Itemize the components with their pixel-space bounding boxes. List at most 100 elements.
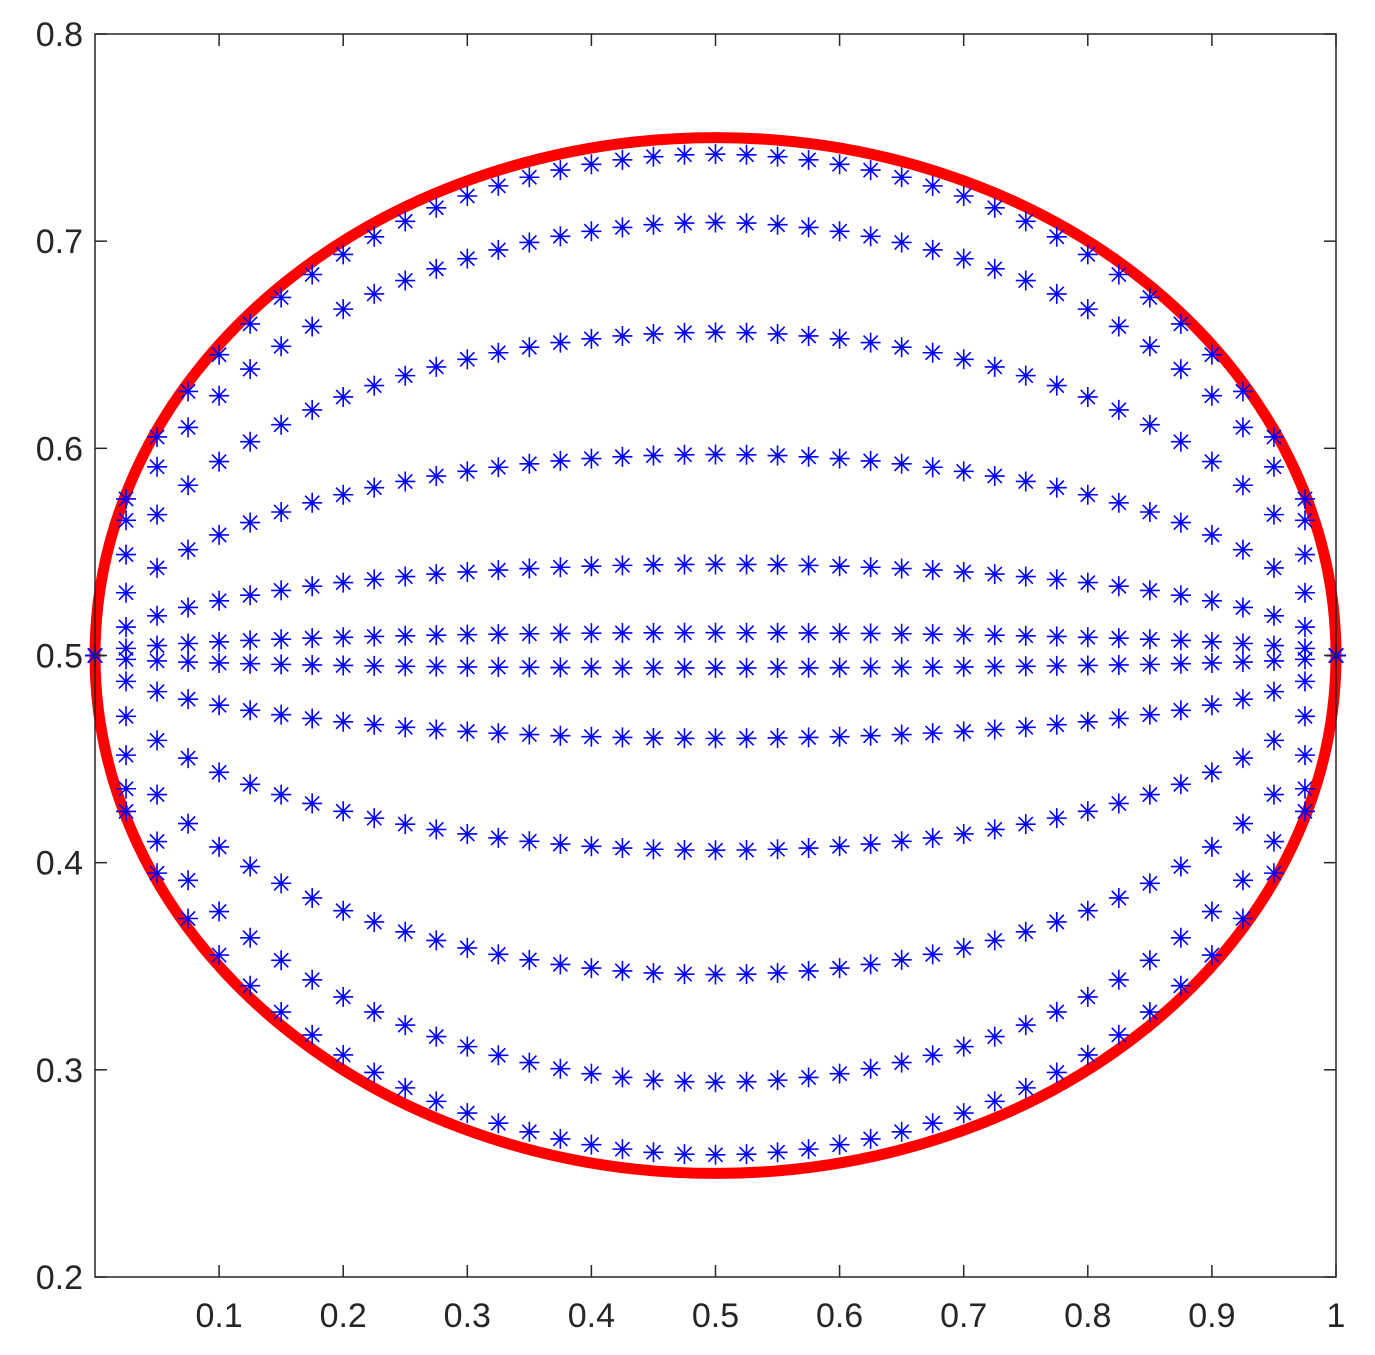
data-point: [1294, 488, 1315, 509]
data-point: [1077, 386, 1098, 407]
data-point: [798, 446, 819, 467]
data-point: [271, 414, 292, 435]
data-point: [209, 901, 230, 922]
data-point: [488, 827, 509, 848]
data-point: [178, 689, 199, 710]
data-point: [736, 622, 757, 643]
data-point: [736, 657, 757, 678]
data-point: [984, 656, 1005, 677]
data-point: [581, 448, 602, 469]
data-point: [457, 186, 478, 207]
data-point: [984, 258, 1005, 279]
x-tick-label: 0.5: [692, 1297, 739, 1335]
data-point: [1046, 283, 1067, 304]
data-point: [240, 431, 261, 452]
data-point: [488, 657, 509, 678]
data-point: [178, 539, 199, 560]
data-point: [1077, 244, 1098, 265]
data-point: [333, 299, 354, 320]
data-point: [1015, 921, 1036, 942]
data-point: [581, 657, 602, 678]
data-point: [860, 1128, 881, 1149]
data-point: [488, 239, 509, 260]
data-point: [829, 1063, 850, 1084]
data-point: [147, 456, 168, 477]
data-point: [1139, 1002, 1160, 1023]
data-point: [364, 283, 385, 304]
data-point: [1077, 801, 1098, 822]
data-point: [860, 623, 881, 644]
data-point: [643, 657, 664, 678]
data-point: [147, 504, 168, 525]
data-point: [829, 836, 850, 857]
data-point: [643, 962, 664, 983]
data-point: [984, 564, 1005, 585]
data-point: [147, 557, 168, 578]
data-point: [1015, 211, 1036, 232]
curve-3: [85, 322, 1346, 666]
curve-4: [85, 444, 1346, 666]
data-point: [488, 457, 509, 478]
data-point: [426, 564, 447, 585]
data-point: [953, 461, 974, 482]
data-point: [457, 656, 478, 677]
data-point: [1201, 631, 1222, 652]
data-point: [1294, 778, 1315, 799]
data-point: [178, 381, 199, 402]
y-tick-label: 0.3: [36, 1052, 83, 1090]
data-point: [333, 900, 354, 921]
data-point: [116, 510, 137, 531]
data-point: [1015, 270, 1036, 291]
data-point: [922, 657, 943, 678]
data-point: [984, 819, 1005, 840]
data-point: [271, 950, 292, 971]
x-tick-label: 0.2: [320, 1297, 367, 1335]
data-point: [674, 1144, 695, 1165]
data-point: [209, 590, 230, 611]
data-point: [240, 630, 261, 651]
data-point: [1108, 492, 1129, 513]
data-point: [209, 652, 230, 673]
data-point: [457, 349, 478, 370]
data-point: [1201, 695, 1222, 716]
data-point: [302, 969, 323, 990]
data-point: [1015, 814, 1036, 835]
data-point: [984, 719, 1005, 740]
data-point: [705, 322, 726, 343]
data-point: [674, 657, 695, 678]
data-point: [302, 654, 323, 675]
data-point: [891, 1052, 912, 1073]
data-point: [767, 657, 788, 678]
data-point: [1201, 901, 1222, 922]
data-point: [891, 623, 912, 644]
data-point: [271, 873, 292, 894]
data-point: [550, 332, 571, 353]
data-point: [116, 488, 137, 509]
data-point: [1263, 605, 1284, 626]
data-point: [922, 175, 943, 196]
data-point: [147, 730, 168, 751]
data-point: [1046, 808, 1067, 829]
data-point: [302, 316, 323, 337]
data-point: [1108, 264, 1129, 285]
data-point: [1108, 399, 1129, 420]
data-point: [829, 1134, 850, 1155]
data-point: [581, 1063, 602, 1084]
data-point: [860, 834, 881, 855]
data-point: [395, 814, 416, 835]
data-point: [922, 944, 943, 965]
data-point: [550, 657, 571, 678]
data-point: [116, 671, 137, 692]
data-point: [116, 617, 137, 638]
y-axis-ticks: 0.2 0.3 0.4 0.5 0.6 0.7 0.8: [36, 16, 1336, 1297]
data-point: [798, 217, 819, 238]
data-point: [116, 745, 137, 766]
data-point: [674, 1071, 695, 1092]
data-point: [581, 623, 602, 644]
data-point: [1294, 544, 1315, 565]
data-point: [364, 911, 385, 932]
data-point: [860, 332, 881, 353]
data-point: [1139, 654, 1160, 675]
data-point: [1077, 1044, 1098, 1065]
